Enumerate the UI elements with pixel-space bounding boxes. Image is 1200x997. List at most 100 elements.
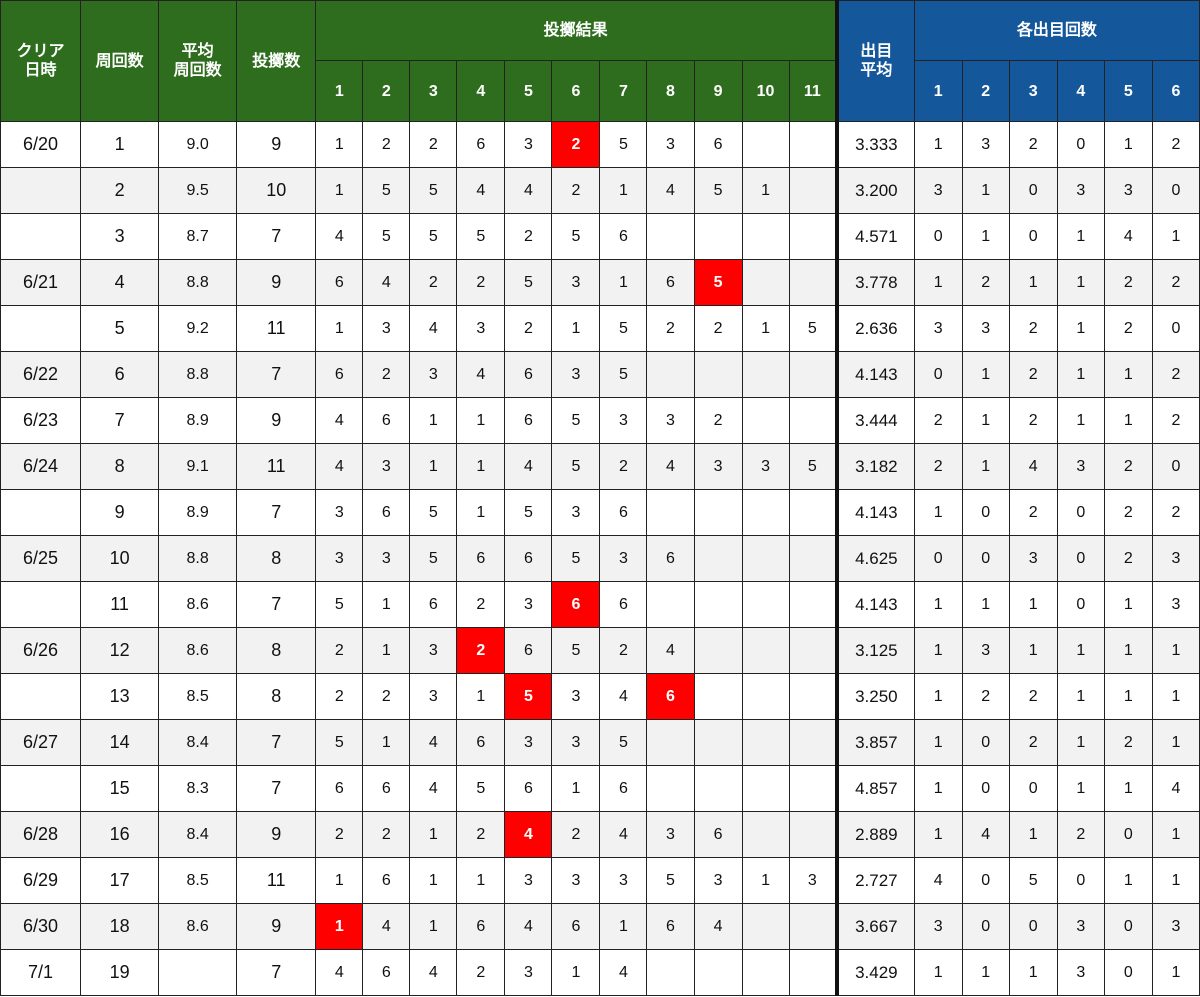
header-result-col: 6 <box>551 60 601 122</box>
avg-lap-cell: 8.6 <box>158 903 238 950</box>
result-cell: 4 <box>409 719 458 766</box>
result-cell <box>646 213 695 260</box>
result-cell: 3 <box>646 811 695 858</box>
result-cell: 3 <box>409 627 458 674</box>
face-count-cell: 3 <box>913 305 963 352</box>
throws-cell: 9 <box>236 259 317 306</box>
throws-cell: 7 <box>236 949 317 996</box>
result-cell: 3 <box>315 535 364 582</box>
result-cell <box>693 719 743 766</box>
result-cell <box>788 397 838 444</box>
result-cell: 3 <box>788 857 838 904</box>
result-cell: 5 <box>315 719 364 766</box>
face-count-cell: 1 <box>1103 581 1153 628</box>
face-count-cell: 1 <box>913 259 963 306</box>
clear-date-cell <box>0 305 82 352</box>
result-cell: 3 <box>409 351 458 398</box>
result-cell <box>646 719 695 766</box>
avg-lap-cell: 9.1 <box>158 443 238 490</box>
face-count-cell: 0 <box>1056 857 1105 904</box>
header-result-col: 11 <box>788 60 838 122</box>
lap-cell: 13 <box>80 673 160 720</box>
result-cell: 1 <box>456 397 506 444</box>
face-count-cell: 1 <box>961 949 1010 996</box>
face-avg-cell: 3.182 <box>835 443 915 490</box>
result-cell: 1 <box>599 903 648 950</box>
avg-lap-cell: 8.8 <box>158 535 238 582</box>
face-count-cell: 3 <box>913 903 963 950</box>
result-cell <box>693 765 743 812</box>
result-cell <box>646 581 695 628</box>
throws-cell: 9 <box>236 397 317 444</box>
face-count-cell: 3 <box>1056 903 1105 950</box>
header-result-col: 8 <box>646 60 695 122</box>
face-count-cell: 3 <box>1151 535 1200 582</box>
avg-lap-cell: 8.5 <box>158 857 238 904</box>
face-count-cell: 1 <box>1151 213 1200 260</box>
face-count-cell: 0 <box>1151 167 1200 214</box>
result-cell: 1 <box>599 167 648 214</box>
result-cell: 2 <box>362 673 411 720</box>
result-cell: 6 <box>504 397 553 444</box>
result-cell: 5 <box>551 627 601 674</box>
face-avg-cell: 2.889 <box>835 811 915 858</box>
face-count-cell: 0 <box>961 535 1010 582</box>
result-cell: 2 <box>362 811 411 858</box>
result-cell-highlighted: 5 <box>504 673 553 720</box>
result-cell: 5 <box>599 305 648 352</box>
throws-cell: 9 <box>236 121 317 168</box>
lap-cell: 6 <box>80 351 160 398</box>
result-cell: 3 <box>362 535 411 582</box>
result-cell: 2 <box>693 305 743 352</box>
face-count-cell: 2 <box>1103 719 1153 766</box>
table-row: 13 8.5 8 2 2 3 1 5 3 4 6 3.250 1 2 2 1 1 1 <box>0 673 1200 720</box>
result-cell: 3 <box>362 305 411 352</box>
face-avg-cell: 3.444 <box>835 397 915 444</box>
result-cell <box>693 673 743 720</box>
face-count-cell: 1 <box>1056 213 1105 260</box>
header-lap: 周回数 <box>80 0 160 122</box>
result-cell: 3 <box>315 489 364 536</box>
result-cell: 5 <box>551 397 601 444</box>
clear-date-cell <box>0 489 82 536</box>
result-cell: 4 <box>409 305 458 352</box>
result-cell: 1 <box>456 857 506 904</box>
face-count-cell: 1 <box>1008 581 1058 628</box>
result-cell: 5 <box>551 443 601 490</box>
result-cell: 2 <box>456 581 506 628</box>
face-count-cell: 3 <box>913 167 963 214</box>
face-count-cell: 1 <box>913 121 963 168</box>
result-cell: 3 <box>551 719 601 766</box>
result-cell-highlighted: 6 <box>646 673 695 720</box>
result-cell: 6 <box>551 903 601 950</box>
face-count-cell: 2 <box>913 443 963 490</box>
face-count-cell: 1 <box>1151 949 1200 996</box>
face-count-cell: 4 <box>961 811 1010 858</box>
result-cell: 1 <box>315 305 364 352</box>
face-count-cell: 0 <box>913 213 963 260</box>
face-count-cell: 1 <box>1008 811 1058 858</box>
lap-cell: 12 <box>80 627 160 674</box>
result-cell: 3 <box>409 673 458 720</box>
face-count-cell: 1 <box>1151 627 1200 674</box>
table-row: 7/1 19 7 4 6 4 2 3 1 4 3.429 1 1 1 3 0 1 <box>0 949 1200 996</box>
result-cell <box>693 351 743 398</box>
result-cell-highlighted: 1 <box>315 903 364 950</box>
clear-date-cell <box>0 673 82 720</box>
face-count-cell: 2 <box>961 673 1010 720</box>
avg-lap-cell: 9.0 <box>158 121 238 168</box>
result-cell: 6 <box>599 213 648 260</box>
face-count-cell: 1 <box>1103 857 1153 904</box>
avg-lap-cell: 8.8 <box>158 351 238 398</box>
table-row: 11 8.6 7 5 1 6 2 3 6 6 4.143 1 1 1 0 1 3 <box>0 581 1200 628</box>
clear-date-cell <box>0 213 82 260</box>
face-count-cell: 2 <box>1103 259 1153 306</box>
result-cell: 6 <box>693 121 743 168</box>
result-cell: 2 <box>456 949 506 996</box>
throws-cell: 10 <box>236 167 317 214</box>
avg-lap-cell: 9.2 <box>158 305 238 352</box>
result-cell: 6 <box>362 765 411 812</box>
face-avg-cell: 3.667 <box>835 903 915 950</box>
result-cell: 6 <box>362 397 411 444</box>
table-row: 6/21 4 8.8 9 6 4 2 2 5 3 1 6 5 3.778 1 2 1 1 2 2 <box>0 259 1200 306</box>
